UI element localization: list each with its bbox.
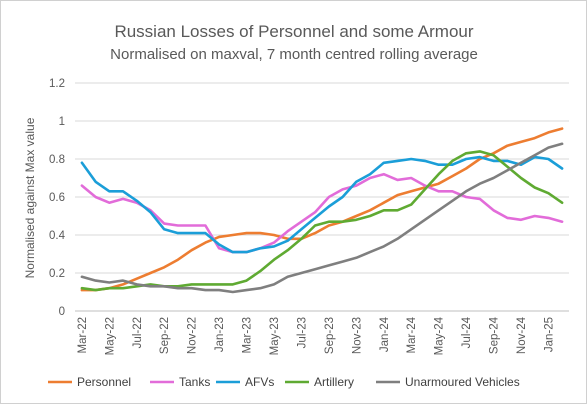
y-tick-label: 0.8: [49, 154, 65, 166]
x-tick-label: Mar-23: [242, 317, 254, 353]
x-tick-label: May-22: [104, 317, 116, 355]
x-tick-label: Nov-24: [516, 316, 528, 354]
x-tick-label: May-23: [269, 317, 281, 355]
x-tick-label: Jan-23: [214, 317, 226, 352]
y-tick-label: 0.4: [49, 230, 66, 242]
series-line-afvs: [80, 155, 564, 254]
series-line-tanks: [80, 172, 564, 254]
x-tick-label: Jul-24: [461, 316, 473, 348]
x-tick-label: Jul-22: [132, 317, 144, 348]
y-tick-label: 0.6: [49, 192, 65, 204]
legend-label-afvs: AFVs: [245, 375, 274, 389]
series-line-artillery: [80, 150, 564, 292]
y-tick-label: 1.2: [49, 78, 65, 90]
gridlines: [75, 82, 569, 312]
x-tick-label: Mar-24: [406, 316, 418, 353]
legend-label-tanks: Tanks: [179, 375, 210, 389]
y-axis-ticks: 0 0.2 0.4 0.6 0.8 1 1.2: [49, 78, 66, 318]
x-tick-label: Sep-24: [489, 316, 501, 354]
chart-title: Russian Losses of Personnel and some Arm…: [114, 22, 473, 41]
x-tick-label: Sep-22: [159, 317, 171, 354]
y-axis-title: Normalised against Max value: [23, 117, 37, 278]
x-tick-label: Nov-23: [351, 317, 363, 354]
x-tick-label: Sep-23: [324, 317, 336, 354]
series-line-personnel: [80, 127, 564, 292]
legend-label-unarmoured-vehicles: Unarmoured Vehicles: [405, 375, 520, 389]
x-tick-label: May-24: [434, 316, 446, 355]
x-tick-label: Mar-22: [77, 317, 89, 353]
y-tick-label: 1: [59, 116, 65, 128]
x-axis-ticks: Mar-22 May-22 Jul-22 Sep-22 Nov-22 Jan-23 Mar-…: [77, 316, 556, 355]
x-tick-label: Jul-23: [296, 317, 308, 348]
chart-subtitle: Normalised on maxval, 7 month centred ro…: [110, 46, 478, 63]
legend: Personnel Tanks AFVs Artillery Unarmoured Ve…: [48, 375, 520, 389]
x-tick-label: Jan-24: [379, 316, 391, 352]
y-tick-label: 0.2: [49, 268, 65, 280]
legend-label-personnel: Personnel: [77, 375, 131, 389]
x-tick-label: Nov-22: [187, 317, 199, 354]
series-lines: [80, 127, 564, 294]
series-line-unarmoured-vehicles: [80, 142, 564, 294]
x-tick-label: Jan-25: [543, 317, 555, 352]
legend-label-artillery: Artillery: [314, 375, 354, 389]
y-tick-label: 0: [59, 306, 65, 318]
